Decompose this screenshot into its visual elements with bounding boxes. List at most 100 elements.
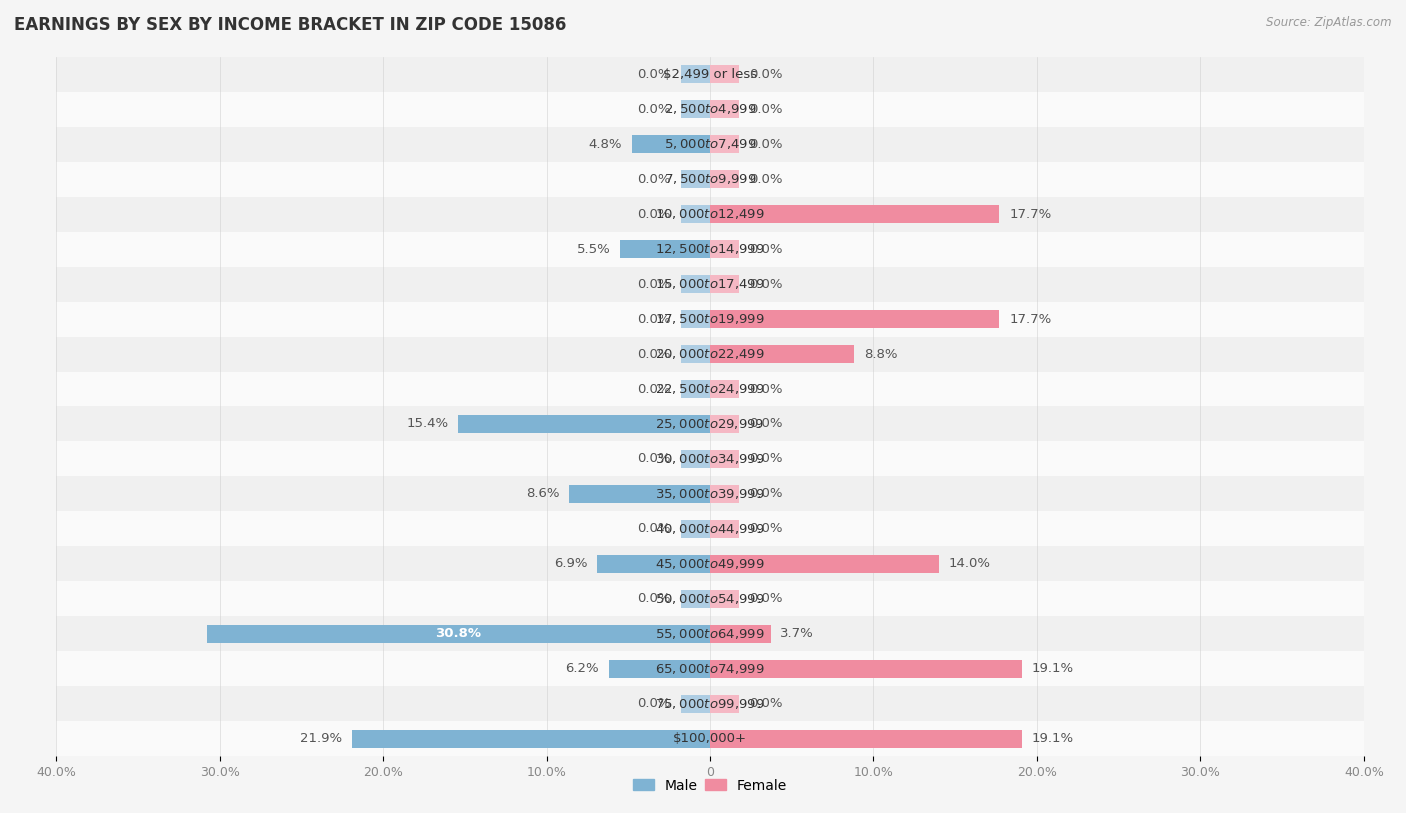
Text: 0.0%: 0.0%	[637, 348, 671, 360]
Bar	[56, 197, 1364, 232]
Text: 6.2%: 6.2%	[565, 663, 599, 675]
Text: $65,000 to $74,999: $65,000 to $74,999	[655, 662, 765, 676]
Text: 0.0%: 0.0%	[749, 68, 783, 80]
Bar	[681, 345, 710, 363]
Text: $2,500 to $4,999: $2,500 to $4,999	[664, 102, 756, 116]
Bar	[710, 694, 740, 713]
Text: 0.0%: 0.0%	[749, 698, 783, 710]
Text: EARNINGS BY SEX BY INCOME BRACKET IN ZIP CODE 15086: EARNINGS BY SEX BY INCOME BRACKET IN ZIP…	[14, 16, 567, 34]
Bar	[710, 554, 939, 573]
Bar	[681, 659, 710, 678]
Bar	[56, 267, 1364, 302]
Text: $40,000 to $44,999: $40,000 to $44,999	[655, 522, 765, 536]
Bar	[56, 616, 1364, 651]
Bar	[710, 729, 1022, 748]
Text: $25,000 to $29,999: $25,000 to $29,999	[655, 417, 765, 431]
Text: $30,000 to $34,999: $30,000 to $34,999	[655, 452, 765, 466]
Bar	[458, 415, 710, 433]
Text: 19.1%: 19.1%	[1032, 663, 1074, 675]
Bar	[681, 380, 710, 398]
Bar	[56, 372, 1364, 406]
Text: 0.0%: 0.0%	[749, 523, 783, 535]
Text: $12,500 to $14,999: $12,500 to $14,999	[655, 242, 765, 256]
Bar	[56, 686, 1364, 721]
Text: 0.0%: 0.0%	[637, 103, 671, 115]
Bar	[681, 65, 710, 84]
Text: $45,000 to $49,999: $45,000 to $49,999	[655, 557, 765, 571]
Bar	[681, 415, 710, 433]
Text: $7,500 to $9,999: $7,500 to $9,999	[664, 172, 756, 186]
Bar	[710, 450, 740, 468]
Bar	[681, 729, 710, 748]
Text: $100,000+: $100,000+	[673, 733, 747, 745]
Bar	[631, 135, 710, 154]
Bar	[710, 100, 740, 119]
Bar	[710, 380, 740, 398]
Text: 8.8%: 8.8%	[863, 348, 897, 360]
Bar	[56, 302, 1364, 337]
Text: $55,000 to $64,999: $55,000 to $64,999	[655, 627, 765, 641]
Text: 21.9%: 21.9%	[299, 733, 342, 745]
Text: 19.1%: 19.1%	[1032, 733, 1074, 745]
Bar	[681, 624, 710, 643]
Bar	[710, 310, 1000, 328]
Bar	[56, 511, 1364, 546]
Text: $17,500 to $19,999: $17,500 to $19,999	[655, 312, 765, 326]
Bar	[681, 485, 710, 503]
Text: 0.0%: 0.0%	[749, 593, 783, 605]
Bar	[681, 100, 710, 119]
Bar	[681, 310, 710, 328]
Text: 5.5%: 5.5%	[576, 243, 610, 255]
Bar	[56, 57, 1364, 92]
Bar	[710, 205, 740, 224]
Text: 0.0%: 0.0%	[637, 208, 671, 220]
Bar	[56, 127, 1364, 162]
Text: 0.0%: 0.0%	[749, 453, 783, 465]
Bar	[681, 135, 710, 154]
Bar	[598, 554, 710, 573]
Bar	[710, 345, 740, 363]
Text: 0.0%: 0.0%	[749, 418, 783, 430]
Bar	[710, 310, 740, 328]
Bar	[681, 170, 710, 189]
Bar	[710, 589, 740, 608]
Text: 8.6%: 8.6%	[526, 488, 560, 500]
Text: 0.0%: 0.0%	[749, 173, 783, 185]
Text: $15,000 to $17,499: $15,000 to $17,499	[655, 277, 765, 291]
Text: 0.0%: 0.0%	[637, 278, 671, 290]
Bar	[710, 205, 1000, 224]
Text: 0.0%: 0.0%	[637, 698, 671, 710]
Text: 0.0%: 0.0%	[637, 453, 671, 465]
Bar	[56, 476, 1364, 511]
Bar	[620, 240, 710, 259]
Text: 4.8%: 4.8%	[588, 138, 621, 150]
Bar	[710, 415, 740, 433]
Text: $50,000 to $54,999: $50,000 to $54,999	[655, 592, 765, 606]
Bar	[710, 729, 740, 748]
Bar	[207, 624, 710, 643]
Bar	[56, 92, 1364, 127]
Bar	[56, 546, 1364, 581]
Text: 3.7%: 3.7%	[780, 628, 814, 640]
Text: 0.0%: 0.0%	[637, 68, 671, 80]
Text: 6.9%: 6.9%	[554, 558, 588, 570]
Bar	[710, 659, 1022, 678]
Text: 17.7%: 17.7%	[1010, 208, 1052, 220]
Bar	[710, 520, 740, 538]
Text: $22,500 to $24,999: $22,500 to $24,999	[655, 382, 765, 396]
Bar	[352, 729, 710, 748]
Text: 0.0%: 0.0%	[637, 383, 671, 395]
Bar	[710, 170, 740, 189]
Bar	[569, 485, 710, 503]
Bar	[56, 232, 1364, 267]
Bar	[710, 135, 740, 154]
Bar	[710, 659, 740, 678]
Bar	[681, 589, 710, 608]
Text: $5,000 to $7,499: $5,000 to $7,499	[664, 137, 756, 151]
Text: 0.0%: 0.0%	[637, 313, 671, 325]
Text: 0.0%: 0.0%	[637, 523, 671, 535]
Text: 0.0%: 0.0%	[749, 383, 783, 395]
Text: 17.7%: 17.7%	[1010, 313, 1052, 325]
Bar	[56, 337, 1364, 372]
Text: 0.0%: 0.0%	[749, 278, 783, 290]
